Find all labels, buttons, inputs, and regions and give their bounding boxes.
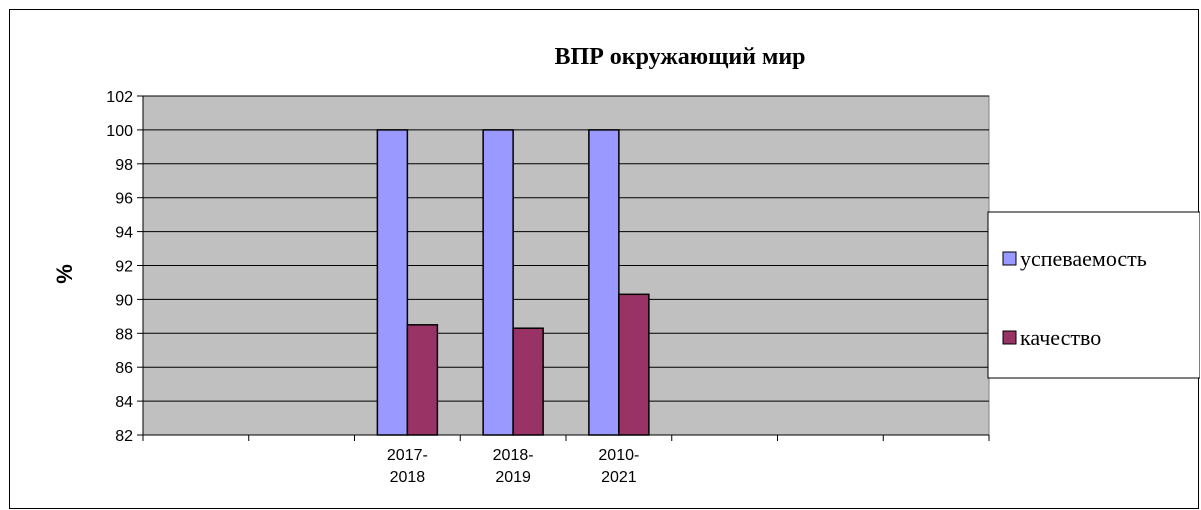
chart-frame: ВПР окружающий мир % 82 84 86 88 90 92 94 96 98 1… [9, 9, 1200, 509]
bar-kachestvo-2 [618, 293, 650, 436]
y-tick-label-102: 102 [106, 89, 133, 106]
legend: успеваемость качество [987, 211, 1200, 379]
legend-swatch-1 [1002, 330, 1017, 345]
y-tick-label-88: 88 [115, 326, 133, 343]
legend-swatch-0 [1002, 251, 1017, 266]
legend-box [987, 211, 1200, 379]
category-label-0-line1: 2017- [387, 447, 428, 464]
bar-kachestvo-0 [406, 324, 439, 436]
y-tick-label-92: 92 [115, 259, 133, 276]
category-label-0-line2: 2018 [390, 469, 426, 486]
bar-uspevaemost-0 [376, 129, 409, 436]
bar-kachestvo-1 [512, 327, 544, 436]
legend-label-0: успеваемость [1020, 246, 1147, 271]
y-tick-label-82: 82 [115, 428, 133, 445]
y-tick-label-100: 100 [106, 123, 133, 140]
y-tick-label-90: 90 [115, 292, 133, 309]
bar-uspevaemost-1 [482, 129, 514, 436]
y-axis-label: % [52, 264, 77, 284]
category-label-1-line1: 2018- [493, 447, 534, 464]
bar-chart: ВПР окружающий мир % 82 84 86 88 90 92 94 96 98 1… [52, 44, 1200, 486]
category-label-1-line2: 2019 [495, 469, 531, 486]
y-tick-label-96: 96 [115, 191, 133, 208]
plot-area: 82 84 86 88 90 92 94 96 98 100 102 2017- 2018 2018- 20… [106, 89, 990, 486]
y-tick-label-86: 86 [115, 360, 133, 377]
category-label-2-line2: 2021 [601, 469, 637, 486]
legend-label-1: качество [1020, 325, 1101, 350]
chart-title: ВПР окружающий мир [554, 44, 805, 70]
y-tick-label-98: 98 [115, 157, 133, 174]
bar-uspevaemost-2 [588, 129, 620, 436]
y-tick-label-94: 94 [115, 225, 133, 242]
category-label-2-line1: 2010- [598, 447, 639, 464]
y-tick-label-84: 84 [115, 394, 133, 411]
